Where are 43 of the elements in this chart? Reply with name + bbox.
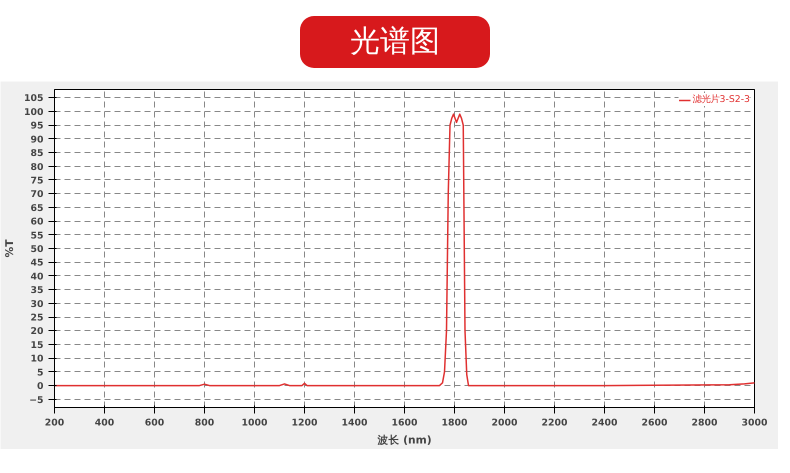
- y-tick-label: 10: [30, 354, 44, 365]
- x-tick-label: 1800: [442, 418, 468, 428]
- y-tick-label: 60: [30, 216, 44, 228]
- y-tick-label: 0: [37, 381, 44, 392]
- y-tick-label: −5: [29, 394, 44, 406]
- y-tick-label: 5: [37, 367, 44, 378]
- y-tick-label: 50: [30, 244, 44, 255]
- y-tick-label: 105: [24, 93, 44, 104]
- x-tick-label: 2600: [642, 418, 668, 428]
- y-tick-label: 35: [30, 285, 44, 296]
- y-tick-label: 75: [30, 175, 44, 186]
- y-tick-label: 95: [30, 120, 44, 132]
- y-tick-label: 25: [30, 312, 44, 324]
- x-tick-label: 2200: [542, 418, 568, 428]
- y-tick-label: 65: [30, 202, 44, 214]
- y-tick-label: 45: [30, 258, 44, 269]
- x-tick-label: 400: [94, 418, 115, 428]
- y-tick-label: 15: [30, 340, 44, 351]
- x-tick-label: 1200: [292, 418, 318, 428]
- y-tick-label: 70: [30, 189, 44, 200]
- y-tick-label: 100: [24, 106, 44, 118]
- x-tick-label: 3000: [742, 418, 768, 428]
- y-tick-label: 40: [30, 271, 44, 282]
- x-tick-label: 1400: [342, 418, 368, 428]
- x-tick-label: 1000: [242, 418, 268, 428]
- chart-title: 光谱图: [350, 23, 440, 61]
- y-tick-label: 85: [30, 148, 44, 160]
- y-tick-label: 55: [30, 230, 44, 242]
- x-tick-label: 600: [144, 418, 165, 428]
- x-tick-label: 200: [44, 418, 65, 428]
- y-tick-label: 20: [30, 326, 44, 338]
- x-tick-label: 2400: [592, 418, 618, 428]
- legend-label: 滤光片3-S2-3: [692, 93, 750, 106]
- x-tick-label: 1600: [392, 418, 418, 428]
- y-tick-label: 80: [30, 162, 44, 173]
- line-series: [54, 113, 754, 386]
- x-tick-label: 2000: [492, 418, 518, 428]
- y-tick-label: 90: [30, 134, 44, 146]
- x-axis-title: 波长 (nm): [376, 434, 432, 446]
- x-tick-label: 800: [194, 418, 215, 428]
- y-axis-title: %T: [3, 238, 16, 258]
- x-tick-label: 2800: [692, 418, 718, 428]
- y-tick-label: 30: [30, 298, 44, 310]
